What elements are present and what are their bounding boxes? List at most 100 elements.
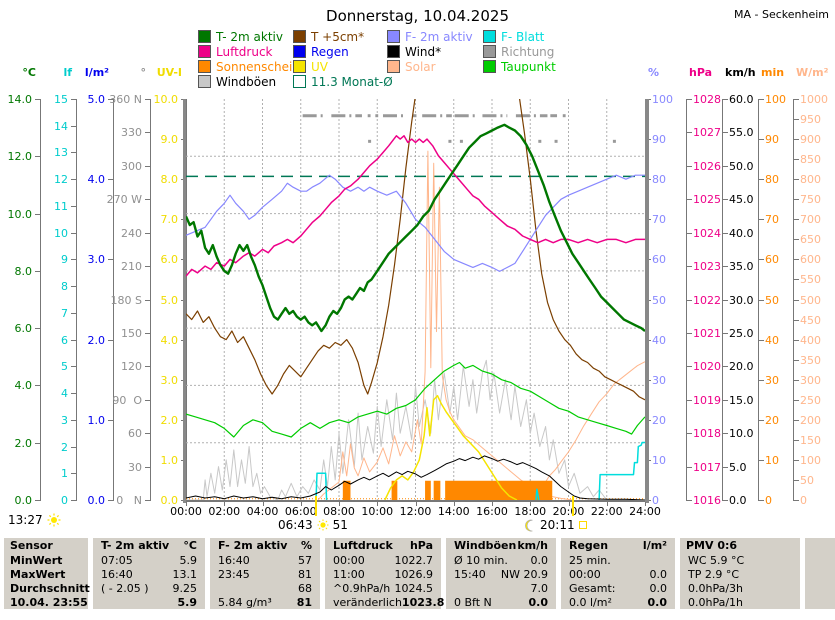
axis-line [793, 99, 794, 501]
axis-tick [723, 299, 728, 301]
series-sonnenschein-bar [391, 480, 398, 500]
table-row: Durchschnitt [4, 581, 90, 595]
axis-tick [794, 319, 799, 321]
table-cell-label: WC 5.9 °C [688, 553, 745, 567]
legend-item-wind-: Wind* [387, 44, 442, 59]
axis-tick [794, 99, 799, 100]
axis-tick [759, 500, 764, 501]
axis-tick [687, 165, 692, 167]
legend-label: 11.3 Monat-Ø [311, 74, 393, 89]
table-row [805, 581, 835, 595]
axis-tick-label: 90 O [112, 393, 142, 407]
table-row: MaxWert [4, 567, 88, 581]
axis-tick-label: 950 [800, 113, 821, 127]
axis-tick [687, 433, 692, 435]
table-row [805, 595, 835, 609]
axis-tick [687, 500, 692, 501]
axis-tick-label: 10 [54, 226, 68, 240]
axis-tick [71, 339, 76, 341]
axis-tick [71, 312, 76, 314]
axis-tick-label: 600 [800, 253, 821, 267]
axis-tick [794, 139, 799, 141]
axis-tick-label: 30.0 [729, 293, 754, 307]
axis-tick [723, 433, 728, 435]
axis-tick-label: 8 [61, 280, 68, 294]
axis-tick [794, 119, 799, 121]
table-row: 5.9 [93, 595, 205, 609]
axis-tick-label: 8.0 [14, 264, 33, 278]
axis-tick-label: 10.0 [7, 207, 33, 221]
table-cell-value: 5.9 [179, 553, 198, 567]
axis-tick [723, 132, 728, 134]
legend-label: Wind* [405, 44, 442, 59]
axis-tick-label: 90 [765, 133, 779, 147]
axis-tick-label: 0 [765, 494, 772, 507]
x-axis-label: 08:00 [323, 505, 355, 518]
table-header-label: Windböen [454, 539, 517, 552]
legend-color-swatch [483, 60, 496, 73]
x-axis-line [186, 500, 645, 502]
table-row [805, 553, 835, 567]
axis-tick-label: 1021 [693, 326, 721, 340]
axis-tick [145, 132, 150, 134]
axis-tick [108, 500, 113, 501]
legend-item-luftdruck: Luftdruck [198, 45, 273, 59]
station-name: MA - Seckenheim [733, 8, 829, 21]
axis-tick-label: 270 W [106, 193, 142, 207]
axis-tick [759, 299, 764, 301]
table-row: veränderlich 1023.8 [325, 595, 444, 609]
axis-tick-label: 60 [765, 253, 779, 267]
axis-header-°: ° [140, 66, 147, 79]
axis-tick [723, 332, 728, 334]
series-sonnenschein-bar [342, 480, 351, 500]
axis-tick [687, 299, 692, 301]
axis-tick [794, 159, 799, 161]
table-header-row: Windböen km/h [446, 538, 556, 553]
legend-label: Windböen [216, 74, 277, 89]
axis-tick-label: 450 [800, 313, 821, 327]
axis-line [150, 99, 151, 501]
axis-tick [759, 179, 764, 181]
sunrise-time: 06:43 [278, 518, 313, 532]
axis-tick-label: 180 S [110, 293, 142, 307]
axis-tick-label: 15.0 [729, 393, 754, 407]
axis-tick-label: 1023 [693, 260, 721, 274]
axis-tick-label: 300 [800, 373, 821, 387]
series-sonnenschein-bar [433, 480, 441, 500]
series-solar [317, 150, 646, 501]
axis-tick [723, 266, 728, 268]
series-luftdruck [185, 135, 645, 277]
axis-tick-label: 15 [54, 93, 68, 106]
axis-tick [71, 473, 76, 475]
series-uv [384, 394, 518, 501]
axis-tick [687, 399, 692, 401]
axis-tick [794, 439, 799, 441]
legend-item-taupunkt: Taupunkt [483, 60, 556, 74]
series-t-5cm [185, 41, 646, 401]
axis-tick [108, 99, 113, 100]
sunrise-tick [314, 496, 317, 516]
axis-tick [759, 419, 764, 421]
axis-tick [794, 199, 799, 201]
axis-tick [145, 232, 150, 234]
axis-tick-label: 1019 [693, 393, 721, 407]
legend-color-swatch [387, 60, 400, 73]
x-axis-tick [262, 502, 264, 506]
axis-tick-label: 20 [652, 413, 666, 427]
axis-tick-label: 8.0 [160, 173, 179, 187]
axis-tick [759, 219, 764, 221]
axis-tick-label: 5.0 [729, 460, 747, 474]
table-cell-value: 81 [296, 595, 312, 609]
legend-item-t-5cm-: T +5cm* [293, 30, 364, 44]
axis-header-°C: °C [22, 66, 36, 79]
table-cell-value: 7.0 [530, 581, 549, 595]
axis-tick [145, 399, 150, 401]
table-header-unit: % [300, 539, 312, 552]
table-cell-label: 11:00 [333, 567, 365, 581]
axis-tick [35, 328, 40, 330]
axis-tick-label: 100 [800, 453, 821, 467]
axis-tick-label: 25.0 [729, 326, 754, 340]
legend-item-windb-en: Windböen [198, 74, 277, 89]
table-cell-value: 5.9 [177, 595, 198, 609]
x-axis-tick [606, 502, 608, 506]
